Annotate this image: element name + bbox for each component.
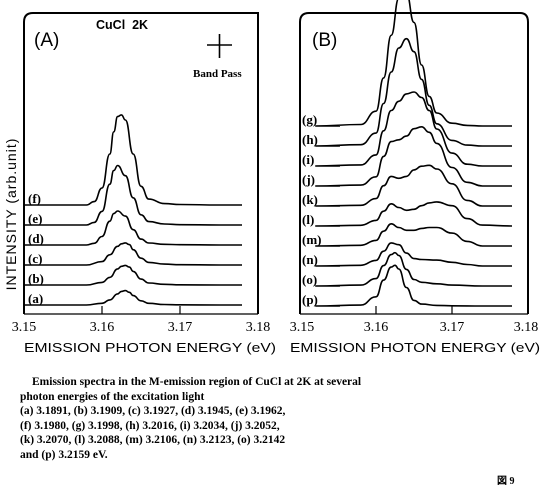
bandpass-label: Band Pass bbox=[193, 68, 242, 80]
caption-line: (a) 3.1891, (b) 3.1909, (c) 3.1927, (d) … bbox=[20, 405, 286, 418]
panel-a-label: (A) bbox=[34, 30, 59, 51]
xtick-label: 3.18 bbox=[514, 320, 539, 335]
series-label: (d) bbox=[28, 231, 44, 246]
spectrum-line-o bbox=[315, 251, 512, 287]
panel-b-curves: (p) (o) (n) (m) (l) (k) (j) (i) (h) (g) bbox=[302, 0, 513, 307]
spectrum-line-h bbox=[315, 37, 512, 147]
spectrum-line-l bbox=[315, 201, 513, 227]
panel-b-xtick-labels: 3.15 3.16 3.17 3.18 bbox=[290, 320, 539, 335]
panel-b-ticks bbox=[299, 306, 529, 314]
panel-a-annotation: CuCl 2K bbox=[96, 18, 148, 32]
panel-b-label: (B) bbox=[312, 30, 337, 51]
spectrum-line-c bbox=[23, 242, 242, 266]
series-label: (l) bbox=[302, 212, 314, 227]
caption-line: photon energies of the excitation light bbox=[20, 390, 205, 403]
xtick-label: 3.15 bbox=[12, 320, 37, 335]
panel-a-xtick-labels: 3.15 3.16 3.17 3.18 bbox=[12, 320, 271, 335]
spectrum-line-d bbox=[24, 210, 242, 246]
xtick-label: 3.16 bbox=[90, 320, 115, 335]
xtick-label: 3.15 bbox=[290, 320, 315, 335]
spectrum-line-m bbox=[315, 222, 512, 247]
series-label: (j) bbox=[302, 172, 315, 187]
series-label: (a) bbox=[28, 291, 43, 306]
panel-a-curves: (a) (b) (c) (d) (e) (f) bbox=[23, 114, 242, 306]
panel-a-x-axis-label: EMISSION PHOTON ENERGY (eV) bbox=[24, 341, 276, 355]
series-label: (f) bbox=[28, 191, 41, 206]
series-label: (i) bbox=[302, 152, 314, 167]
y-axis-label: INTENSITY (arb.unit) bbox=[3, 138, 19, 291]
figure-caption: Emission spectra in the M-emission regio… bbox=[20, 375, 535, 463]
bandpass-cross-icon bbox=[207, 34, 232, 58]
panel-b-x-axis-label: EMISSION PHOTON ENERGY (eV) bbox=[290, 341, 540, 355]
panel-a-ticks bbox=[23, 306, 259, 314]
series-label: (g) bbox=[302, 112, 317, 127]
spectrum-line-f bbox=[24, 114, 242, 206]
series-label: (o) bbox=[302, 272, 317, 287]
spectrum-line-n bbox=[315, 242, 512, 267]
xtick-label: 3.17 bbox=[168, 320, 193, 335]
series-label: (p) bbox=[302, 292, 318, 307]
caption-line: Emission spectra in the M-emission regio… bbox=[32, 376, 362, 388]
caption-line: (k) 3.2070, (l) 3.2088, (m) 3.2106, (n) … bbox=[20, 434, 286, 447]
spectrum-line-a bbox=[24, 289, 242, 306]
series-label: (n) bbox=[302, 252, 318, 267]
xtick-label: 3.16 bbox=[364, 320, 389, 335]
spectrum-line-b bbox=[24, 264, 242, 286]
figure-number: 図 9 bbox=[497, 476, 515, 487]
caption-line: and (p) 3.2159 eV. bbox=[20, 448, 108, 461]
spectrum-line-k bbox=[315, 164, 512, 207]
spectrum-line-i bbox=[315, 91, 512, 167]
spectrum-line-j bbox=[315, 125, 512, 187]
panel-a-frame bbox=[23, 12, 259, 314]
spectrum-line-e bbox=[23, 164, 242, 226]
xtick-label: 3.18 bbox=[246, 320, 271, 335]
series-label: (e) bbox=[28, 211, 42, 226]
caption-line: (f) 3.1980, (g) 3.1998, (h) 3.2016, (i) … bbox=[20, 419, 280, 432]
series-label: (h) bbox=[302, 132, 318, 147]
spectrum-line-g bbox=[315, 0, 512, 127]
xtick-label: 3.17 bbox=[440, 320, 465, 335]
series-label: (m) bbox=[302, 232, 322, 247]
series-label: (c) bbox=[28, 251, 42, 266]
series-label: (b) bbox=[28, 271, 44, 286]
series-label: (k) bbox=[302, 192, 318, 207]
panel-b-frame bbox=[299, 12, 529, 314]
spectrum-line-p bbox=[315, 264, 512, 307]
